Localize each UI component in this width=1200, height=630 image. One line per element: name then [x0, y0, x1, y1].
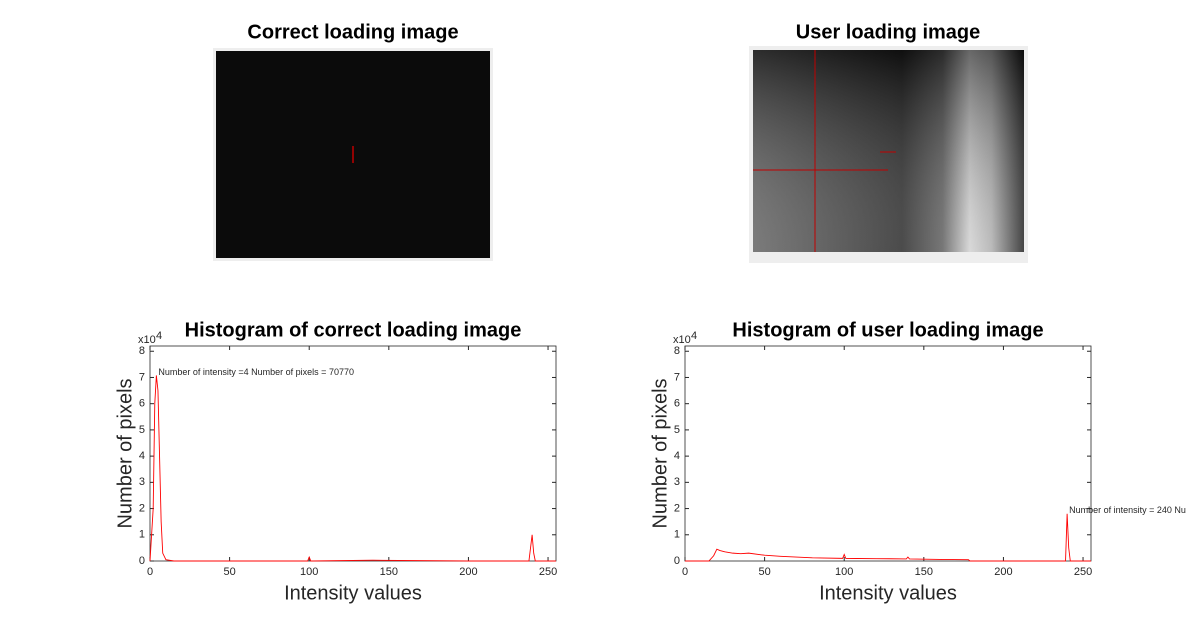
y-tick-label: 3 [139, 476, 145, 488]
x-tick-label: 50 [223, 566, 235, 578]
y-tick-label: 7 [674, 371, 680, 383]
image-title: User loading image [796, 21, 981, 43]
y-tick-label: 5 [139, 424, 145, 436]
x-tick-label: 50 [758, 566, 770, 578]
y-multiplier-exponent: 4 [691, 330, 697, 342]
x-tick-label: 250 [539, 566, 557, 578]
y-label: Number of pixels [114, 378, 136, 528]
histogram-line [149, 375, 556, 562]
chart-title: Histogram of user loading image [732, 319, 1043, 341]
y-multiplier: x10 [673, 334, 691, 346]
x-tick-label: 200 [459, 566, 477, 578]
annotation: Number of intensity =4 Number of pixels … [158, 367, 354, 377]
x-tick-label: 150 [915, 566, 933, 578]
image-title: Correct loading image [247, 21, 458, 43]
axes [149, 345, 557, 562]
y-tick-label: 8 [674, 345, 680, 357]
annotation: Number of intensity = 240 Nu [1069, 505, 1186, 515]
y-tick-label: 0 [139, 555, 145, 567]
y-tick-label: 3 [674, 476, 680, 488]
y-tick-label: 4 [674, 450, 680, 462]
y-tick-label: 1 [139, 529, 145, 541]
y-tick-label: 2 [674, 502, 680, 514]
y-tick-label: 1 [674, 529, 680, 541]
y-multiplier: x10 [138, 334, 156, 346]
y-tick-label: 2 [139, 502, 145, 514]
chart-title: Histogram of correct loading image [185, 319, 522, 341]
x-tick-label: 0 [147, 566, 153, 578]
x-tick-label: 200 [994, 566, 1012, 578]
y-tick-label: 0 [674, 555, 680, 567]
y-label: Number of pixels [649, 378, 671, 528]
x-tick-label: 250 [1074, 566, 1092, 578]
image-shade [753, 50, 1024, 252]
y-tick-label: 4 [139, 450, 145, 462]
y-multiplier-exponent: 4 [156, 330, 162, 342]
y-tick-label: 5 [674, 424, 680, 436]
x-label: Intensity values [819, 582, 957, 604]
histogram-line [685, 513, 1091, 562]
x-label: Intensity values [284, 582, 422, 604]
y-tick-label: 6 [674, 398, 680, 410]
axes [684, 345, 1092, 562]
y-tick-label: 6 [139, 398, 145, 410]
x-tick-label: 0 [682, 566, 688, 578]
x-tick-label: 150 [380, 566, 398, 578]
x-tick-label: 100 [300, 566, 318, 578]
y-tick-label: 7 [139, 371, 145, 383]
x-tick-label: 100 [835, 566, 853, 578]
y-tick-label: 8 [139, 345, 145, 357]
